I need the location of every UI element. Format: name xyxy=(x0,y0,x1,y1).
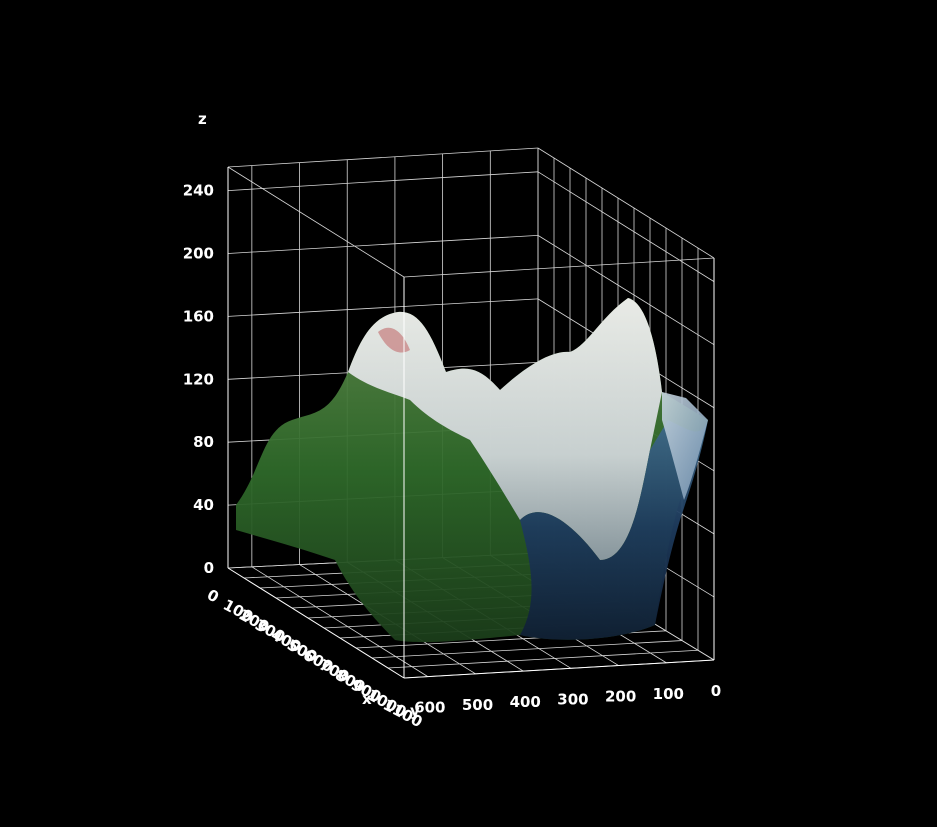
y-tick-labels: 0 100 200 300 400 500 600 xyxy=(414,682,721,717)
grid-line-x-floor-10 xyxy=(387,649,699,669)
surface-sky-edge xyxy=(662,392,708,500)
grid-line-z-right-6 xyxy=(537,171,715,282)
grid-line-z-back-4 xyxy=(227,298,539,317)
surface-pink-patch xyxy=(378,327,410,353)
x-tick-label-0: 0 xyxy=(204,586,222,607)
grid-line-z-right-5 xyxy=(537,235,715,346)
x-axis-label: x xyxy=(362,690,372,708)
surface-water xyxy=(520,420,708,640)
y-tick-label-3: 300 xyxy=(557,690,588,708)
z-tick-label-0: 0 xyxy=(204,559,214,577)
grid-line-z-back-5 xyxy=(227,234,539,254)
y-axis-label: y xyxy=(410,702,420,720)
z-tick-label-4: 160 xyxy=(183,307,214,325)
z-tick-labels: 0 40 80 120 160 200 240 xyxy=(183,182,214,577)
grid-line-z-back-6 xyxy=(227,171,539,191)
ceiling-edge-left xyxy=(227,166,405,278)
surface-mesh xyxy=(236,298,708,643)
front-edge-floor-front xyxy=(403,659,715,679)
front-edge-floor-left xyxy=(227,567,405,679)
y-tick-label-2: 200 xyxy=(605,688,636,706)
y-tick-label-4: 400 xyxy=(510,693,541,711)
y-tick-label-5: 500 xyxy=(462,696,493,714)
y-tick-label-0: 0 xyxy=(711,682,721,700)
ceiling-edge-right xyxy=(537,147,715,259)
surface-snow-peaks xyxy=(348,298,662,560)
z-tick-label-6: 240 xyxy=(183,182,214,200)
ceiling-edge-back xyxy=(227,147,539,168)
z-tick-label-3: 120 xyxy=(183,370,214,388)
ceiling-edge-front xyxy=(403,257,715,278)
z-tick-label-5: 200 xyxy=(183,244,214,262)
z-axis-label: z xyxy=(198,110,207,128)
y-tick-label-1: 100 xyxy=(653,685,684,703)
z-tick-label-2: 80 xyxy=(193,433,214,451)
grid-line-y-floor-6 xyxy=(251,566,429,677)
axes-front-frame xyxy=(227,167,715,679)
z-tick-label-1: 40 xyxy=(193,496,214,514)
y-tick-label-6: 600 xyxy=(414,699,445,717)
grid-line-x-floor-9 xyxy=(371,640,683,659)
